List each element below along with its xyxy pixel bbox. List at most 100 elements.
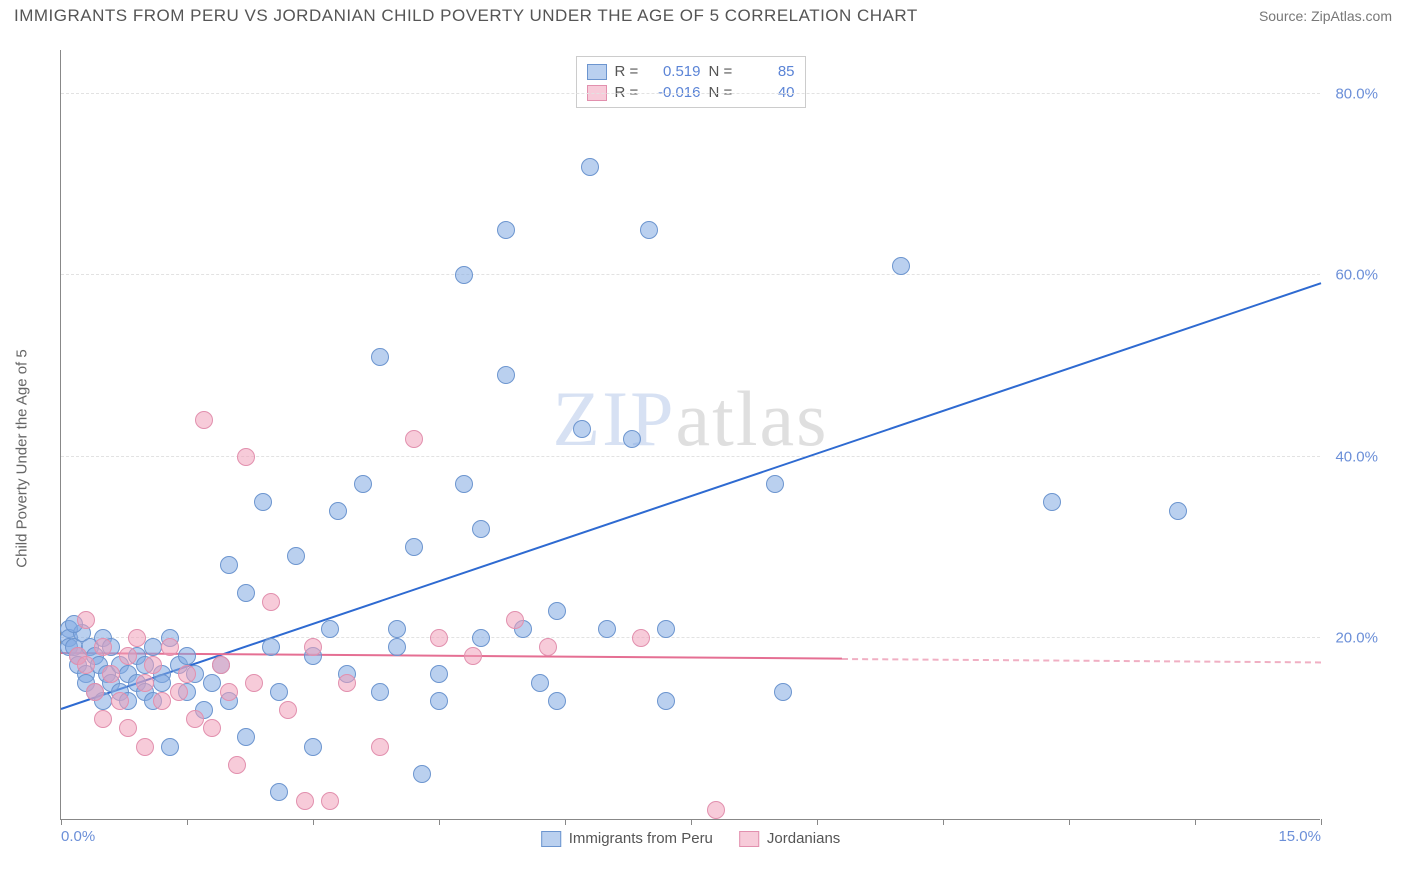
data-point-jordan [405, 430, 423, 448]
data-point-peru [388, 620, 406, 638]
data-point-peru [354, 475, 372, 493]
data-point-peru [455, 266, 473, 284]
data-point-jordan [237, 448, 255, 466]
data-point-peru [388, 638, 406, 656]
data-point-jordan [136, 674, 154, 692]
data-point-peru [430, 692, 448, 710]
data-point-peru [581, 158, 599, 176]
watermark-bold: ZIP [553, 375, 676, 462]
data-point-peru [153, 674, 171, 692]
data-point-peru [892, 257, 910, 275]
data-point-jordan [102, 665, 120, 683]
data-point-jordan [632, 629, 650, 647]
data-point-peru [304, 738, 322, 756]
series-legend: Immigrants from Peru Jordanians [541, 830, 841, 847]
data-point-peru [262, 638, 280, 656]
data-point-peru [623, 430, 641, 448]
source-name: ZipAtlas.com [1311, 8, 1392, 24]
data-point-peru [329, 502, 347, 520]
data-point-jordan [707, 801, 725, 819]
data-point-jordan [136, 738, 154, 756]
data-point-peru [220, 556, 238, 574]
data-point-peru [455, 475, 473, 493]
x-tick [187, 819, 188, 825]
y-tick-label: 80.0% [1335, 86, 1378, 103]
x-tick [439, 819, 440, 825]
data-point-peru [287, 547, 305, 565]
data-point-peru [203, 674, 221, 692]
y-tick-label: 20.0% [1335, 629, 1378, 646]
data-point-jordan [506, 611, 524, 629]
data-point-jordan [245, 674, 263, 692]
data-point-peru [405, 538, 423, 556]
data-point-jordan [371, 738, 389, 756]
legend-label-peru: Immigrants from Peru [569, 830, 713, 847]
data-point-peru [531, 674, 549, 692]
data-point-jordan [161, 638, 179, 656]
data-point-peru [178, 647, 196, 665]
swatch-peru [541, 831, 561, 847]
x-tick [61, 819, 62, 825]
data-point-jordan [77, 656, 95, 674]
data-point-jordan [296, 792, 314, 810]
data-point-jordan [212, 656, 230, 674]
title-bar: IMMIGRANTS FROM PERU VS JORDANIAN CHILD … [0, 0, 1406, 30]
data-point-peru [430, 665, 448, 683]
n-value-peru: 85 [745, 63, 795, 80]
data-point-jordan [94, 710, 112, 728]
data-point-peru [270, 683, 288, 701]
data-point-peru [161, 738, 179, 756]
x-tick [1321, 819, 1322, 825]
data-point-peru [774, 683, 792, 701]
data-point-jordan [279, 701, 297, 719]
data-point-jordan [195, 411, 213, 429]
source-label: Source: [1259, 8, 1307, 24]
x-tick-label: 0.0% [61, 828, 95, 845]
data-point-peru [573, 420, 591, 438]
y-tick-label: 40.0% [1335, 448, 1378, 465]
y-axis-label: Child Poverty Under the Age of 5 [14, 349, 31, 567]
gridline [61, 274, 1320, 275]
x-tick [565, 819, 566, 825]
watermark: ZIPatlas [553, 374, 829, 464]
data-point-peru [237, 584, 255, 602]
data-point-jordan [430, 629, 448, 647]
data-point-peru [144, 638, 162, 656]
data-point-peru [321, 620, 339, 638]
data-point-peru [766, 475, 784, 493]
data-point-jordan [220, 683, 238, 701]
x-tick [1069, 819, 1070, 825]
data-point-jordan [119, 647, 137, 665]
data-point-peru [371, 683, 389, 701]
data-point-peru [1169, 502, 1187, 520]
data-point-jordan [153, 692, 171, 710]
data-point-jordan [128, 629, 146, 647]
x-tick [817, 819, 818, 825]
correlation-legend: R = 0.519 N = 85 R = -0.016 N = 40 [576, 56, 806, 108]
data-point-jordan [321, 792, 339, 810]
legend-row-peru: R = 0.519 N = 85 [587, 61, 795, 82]
x-tick [1195, 819, 1196, 825]
data-point-jordan [304, 638, 322, 656]
trendline-peru [61, 283, 1322, 711]
x-tick [313, 819, 314, 825]
data-point-peru [548, 692, 566, 710]
y-tick-label: 60.0% [1335, 267, 1378, 284]
data-point-jordan [186, 710, 204, 728]
data-point-jordan [262, 593, 280, 611]
gridline [61, 637, 1320, 638]
data-point-peru [413, 765, 431, 783]
data-point-peru [497, 221, 515, 239]
gridline [61, 93, 1320, 94]
data-point-jordan [86, 683, 104, 701]
data-point-peru [657, 620, 675, 638]
data-point-peru [657, 692, 675, 710]
swatch-jordan [739, 831, 759, 847]
data-point-jordan [464, 647, 482, 665]
data-point-jordan [178, 665, 196, 683]
legend-item-jordan: Jordanians [739, 830, 840, 847]
data-point-jordan [228, 756, 246, 774]
x-tick [691, 819, 692, 825]
data-point-peru [472, 520, 490, 538]
data-point-jordan [144, 656, 162, 674]
